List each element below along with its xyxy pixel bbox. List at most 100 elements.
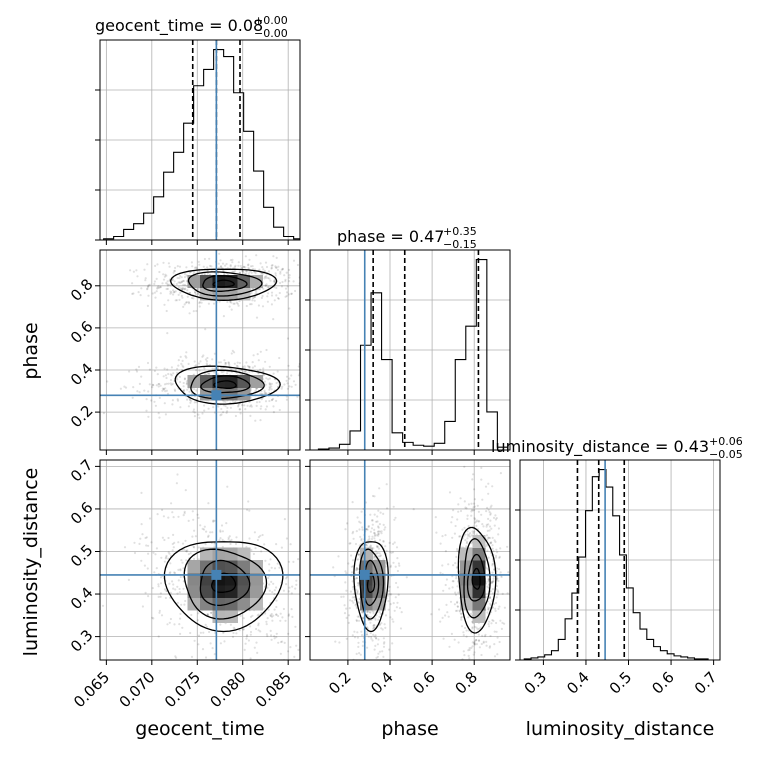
- scatter-geocent_time-luminosity_distance-density-cell: [212, 597, 226, 611]
- scatter-phase-luminosity_distance-point: [499, 619, 502, 622]
- scatter-phase-luminosity_distance-point: [356, 631, 359, 634]
- scatter-geocent_time-phase-point: [213, 367, 216, 370]
- scatter-phase-luminosity_distance-point: [488, 625, 491, 628]
- scatter-geocent_time-phase-point: [285, 398, 288, 401]
- scatter-geocent_time-luminosity_distance-point: [155, 567, 158, 570]
- scatter-geocent_time-luminosity_distance-point: [152, 617, 155, 620]
- scatter-phase-luminosity_distance-point: [350, 554, 353, 557]
- scatter-geocent_time-phase-point: [259, 392, 262, 395]
- scatter-phase-luminosity_distance-point: [468, 533, 471, 536]
- scatter-geocent_time-phase-point: [260, 296, 263, 299]
- scatter-phase-luminosity_distance-point: [398, 607, 402, 610]
- scatter-geocent_time-phase-point: [265, 265, 269, 269]
- scatter-geocent_time-phase-point: [163, 275, 166, 278]
- scatter-phase-luminosity_distance-point: [351, 599, 354, 603]
- scatter-phase-luminosity_distance-point: [378, 523, 381, 526]
- scatter-geocent_time-luminosity_distance-point: [157, 595, 160, 599]
- scatter-phase-luminosity_distance-point: [387, 589, 390, 593]
- scatter-phase-luminosity_distance-point: [468, 647, 471, 650]
- scatter-geocent_time-phase-point: [132, 386, 135, 389]
- scatter-geocent_time-luminosity_distance-point: [285, 577, 288, 580]
- scatter-geocent_time-luminosity_distance-point: [268, 569, 271, 572]
- scatter-geocent_time-luminosity_distance-point: [140, 559, 143, 562]
- scatter-geocent_time-luminosity_distance-point: [162, 515, 165, 518]
- scatter-geocent_time-phase-point: [255, 290, 258, 293]
- scatter-phase-luminosity_distance-point: [500, 627, 503, 631]
- scatter-phase-luminosity_distance-point: [374, 558, 377, 561]
- scatter-geocent_time-luminosity_distance-point: [329, 607, 331, 609]
- scatter-geocent_time-phase-point: [226, 406, 229, 409]
- scatter-geocent_time-phase-point: [140, 287, 143, 290]
- scatter-geocent_time-luminosity_distance-density-cell: [250, 585, 263, 598]
- scatter-geocent_time-phase-point: [131, 292, 134, 295]
- scatter-geocent_time-phase-point: [234, 414, 237, 418]
- scatter-phase-luminosity_distance-point: [382, 523, 385, 527]
- scatter-phase-luminosity_distance-point: [466, 517, 469, 521]
- scatter-geocent_time-luminosity_distance-contour-0-0: [163, 541, 284, 633]
- scatter-phase-luminosity_distance-point: [495, 621, 498, 625]
- scatter-geocent_time-luminosity_distance-point: [147, 552, 150, 555]
- scatter-geocent_time-phase-point: [162, 273, 165, 276]
- scatter-geocent_time-phase-point: [180, 276, 183, 279]
- scatter-geocent_time-phase-point: [182, 283, 185, 286]
- scatter-phase-luminosity_distance-point: [453, 603, 456, 606]
- scatter-geocent_time-luminosity_distance-point: [150, 541, 153, 544]
- scatter-geocent_time-luminosity_distance-point: [279, 619, 282, 622]
- scatter-geocent_time-luminosity_distance-point: [158, 611, 161, 614]
- scatter-phase-luminosity_distance-point: [491, 485, 494, 488]
- scatter-geocent_time-phase-point: [263, 277, 266, 280]
- scatter-geocent_time-phase-density-cell: [187, 375, 201, 388]
- scatter-geocent_time-phase-density-cell: [237, 375, 251, 388]
- scatter-geocent_time-phase-point: [225, 411, 228, 414]
- scatter-geocent_time-phase-point: [154, 264, 157, 267]
- scatter-phase-luminosity_distance-point: [357, 619, 361, 622]
- scatter-geocent_time-phase-point: [193, 388, 196, 391]
- xtick-label-geocent_time-3: 0.080: [206, 668, 249, 711]
- scatter-geocent_time-luminosity_distance-point: [168, 572, 171, 575]
- scatter-geocent_time-luminosity_distance-point: [202, 528, 206, 531]
- scatter-geocent_time-luminosity_distance-point: [266, 634, 269, 638]
- scatter-phase-luminosity_distance-point: [348, 607, 351, 610]
- scatter-geocent_time-phase-point: [243, 404, 246, 407]
- scatter-geocent_time-phase-point: [158, 416, 161, 419]
- scatter-phase-luminosity_distance-point: [349, 542, 352, 545]
- scatter-geocent_time-phase-point: [154, 404, 157, 407]
- scatter-phase-luminosity_distance-point: [468, 648, 471, 652]
- scatter-phase-luminosity_distance-point: [480, 642, 483, 646]
- scatter-geocent_time-phase-point: [264, 383, 267, 386]
- scatter-phase-luminosity_distance-point: [503, 622, 506, 625]
- scatter-phase-luminosity_distance-point: [489, 602, 492, 605]
- scatter-phase-luminosity_distance-point: [474, 521, 477, 524]
- scatter-geocent_time-phase-point: [286, 387, 289, 390]
- scatter-geocent_time-luminosity_distance-density-cell: [237, 585, 251, 598]
- scatter-geocent_time-phase-point: [281, 280, 284, 284]
- scatter-geocent_time-phase-point: [198, 416, 201, 419]
- scatter-phase-luminosity_distance-point: [371, 665, 373, 667]
- scatter-phase-luminosity_distance-point: [464, 626, 467, 630]
- scatter-geocent_time-phase-point: [179, 287, 182, 290]
- scatter-phase-luminosity_distance-point: [362, 640, 365, 643]
- scatter-phase-luminosity_distance-point: [347, 614, 351, 617]
- scatter-phase-luminosity_distance-point: [469, 612, 473, 616]
- scatter-geocent_time-luminosity_distance-point: [177, 568, 180, 572]
- scatter-phase-luminosity_distance-point: [499, 547, 502, 550]
- scatter-geocent_time-phase-point: [259, 419, 262, 422]
- scatter-geocent_time-phase-point: [226, 372, 229, 375]
- scatter-geocent_time-phase-point: [185, 351, 188, 354]
- scatter-phase-luminosity_distance-point: [493, 630, 496, 633]
- scatter-geocent_time-luminosity_distance-point: [191, 535, 194, 538]
- scatter-phase-luminosity_distance-point: [365, 544, 369, 547]
- scatter-geocent_time-phase-point: [157, 383, 160, 386]
- scatter-phase-luminosity_distance-point: [487, 580, 490, 583]
- scatter-geocent_time-phase-point: [166, 284, 169, 287]
- scatter-geocent_time-phase-density-cell: [250, 375, 263, 388]
- scatter-phase-luminosity_distance-point: [488, 510, 491, 514]
- scatter-phase-luminosity_distance-point: [457, 510, 460, 513]
- scatter-phase-luminosity_distance-point: [366, 528, 369, 531]
- scatter-phase-luminosity_distance-point: [381, 628, 384, 631]
- scatter-geocent_time-phase-point: [276, 370, 279, 373]
- scatter-geocent_time-phase-point: [173, 291, 176, 294]
- scatter-geocent_time-phase-point: [172, 289, 175, 292]
- scatter-geocent_time-phase-point: [170, 383, 173, 386]
- scatter-geocent_time-luminosity_distance-point: [257, 536, 260, 539]
